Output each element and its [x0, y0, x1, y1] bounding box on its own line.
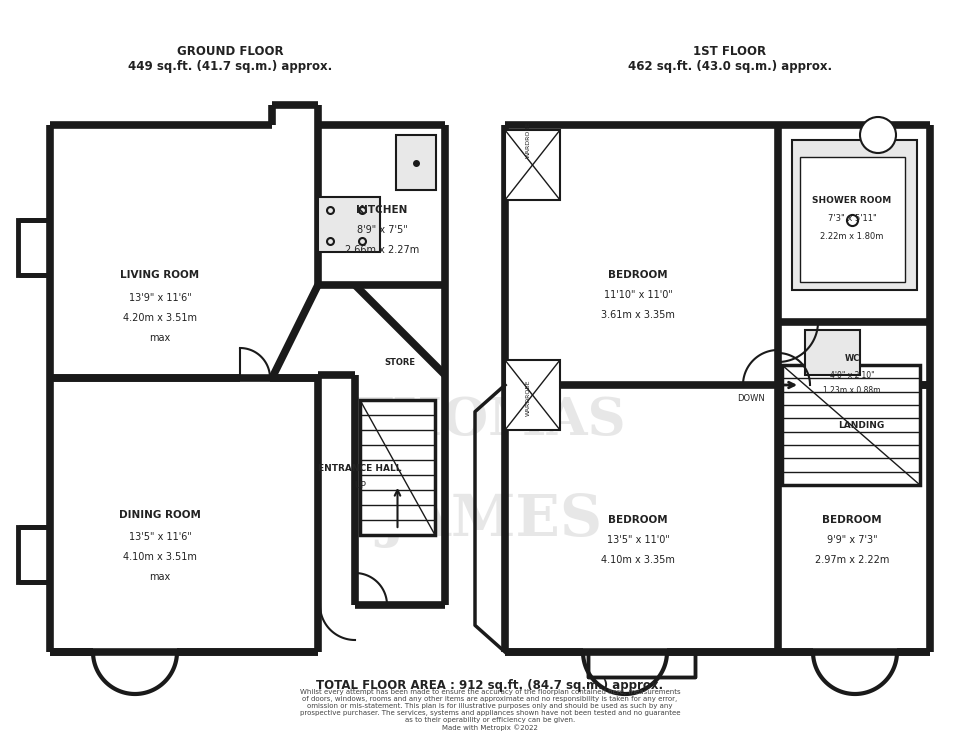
- Bar: [396, 135, 436, 190]
- Text: TOTAL FLOOR AREA : 912 sq.ft. (84.7 sq.m.) approx.: TOTAL FLOOR AREA : 912 sq.ft. (84.7 sq.m…: [317, 679, 663, 691]
- Text: 4'0" x 2'10": 4'0" x 2'10": [830, 371, 874, 380]
- Text: 9'9" x 7'3": 9'9" x 7'3": [827, 535, 877, 545]
- Circle shape: [860, 117, 896, 153]
- Text: 13'5" x 11'6": 13'5" x 11'6": [128, 532, 191, 542]
- Text: DINING ROOM: DINING ROOM: [119, 510, 201, 520]
- Text: DOWN: DOWN: [737, 394, 765, 403]
- Text: WARDROBE: WARDROBE: [525, 122, 530, 158]
- Text: WARDROBE: WARDROBE: [525, 380, 530, 417]
- Bar: [18, 220, 50, 275]
- Text: GROUND FLOOR
449 sq.ft. (41.7 sq.m.) approx.: GROUND FLOOR 449 sq.ft. (41.7 sq.m.) app…: [127, 45, 332, 73]
- Text: max: max: [149, 333, 171, 343]
- Text: BEDROOM: BEDROOM: [609, 270, 667, 280]
- Bar: [505, 360, 560, 430]
- Text: 13'9" x 11'6": 13'9" x 11'6": [128, 293, 191, 303]
- Text: KITCHEN: KITCHEN: [357, 205, 408, 215]
- Bar: [805, 330, 860, 375]
- Bar: [800, 157, 905, 282]
- Bar: [782, 365, 920, 485]
- Text: SHOWER ROOM: SHOWER ROOM: [812, 195, 892, 204]
- Bar: [318, 197, 380, 252]
- Text: JAMES: JAMES: [378, 492, 602, 548]
- Text: WC: WC: [845, 354, 859, 363]
- Text: 2.66m x 2.27m: 2.66m x 2.27m: [345, 245, 419, 255]
- Text: THOMAS: THOMAS: [354, 394, 626, 445]
- Text: 11'10" x 11'0": 11'10" x 11'0": [604, 290, 672, 300]
- Bar: [18, 527, 50, 582]
- Text: 3.61m x 3.35m: 3.61m x 3.35m: [601, 310, 675, 320]
- Text: 13'5" x 11'0": 13'5" x 11'0": [607, 535, 669, 545]
- Text: 2.22m x 1.80m: 2.22m x 1.80m: [820, 232, 884, 240]
- Text: 4.10m x 3.51m: 4.10m x 3.51m: [123, 552, 197, 562]
- Text: 2.97m x 2.22m: 2.97m x 2.22m: [814, 555, 889, 565]
- Text: BEDROOM: BEDROOM: [609, 515, 667, 525]
- Text: ENTRANCE HALL: ENTRANCE HALL: [318, 463, 402, 473]
- Text: Whilst every attempt has been made to ensure the accuracy of the floorplan conta: Whilst every attempt has been made to en…: [300, 689, 680, 731]
- Text: max: max: [149, 572, 171, 582]
- Bar: [360, 400, 435, 535]
- Text: 7'3" x 5'11": 7'3" x 5'11": [828, 214, 876, 223]
- Text: 1ST FLOOR
462 sq.ft. (43.0 sq.m.) approx.: 1ST FLOOR 462 sq.ft. (43.0 sq.m.) approx…: [628, 45, 832, 73]
- Text: 8'9" x 7'5": 8'9" x 7'5": [357, 225, 408, 235]
- Text: UP: UP: [354, 480, 366, 489]
- Text: LANDING: LANDING: [838, 420, 884, 429]
- Bar: [792, 140, 917, 290]
- Text: BEDROOM: BEDROOM: [822, 515, 882, 525]
- Text: 4.20m x 3.51m: 4.20m x 3.51m: [123, 313, 197, 323]
- Text: STORE: STORE: [384, 357, 416, 366]
- Bar: [505, 130, 560, 200]
- Text: LIVING ROOM: LIVING ROOM: [121, 270, 200, 280]
- Text: 1.23m x 0.88m: 1.23m x 0.88m: [823, 386, 881, 394]
- Text: 4.10m x 3.35m: 4.10m x 3.35m: [601, 555, 675, 565]
